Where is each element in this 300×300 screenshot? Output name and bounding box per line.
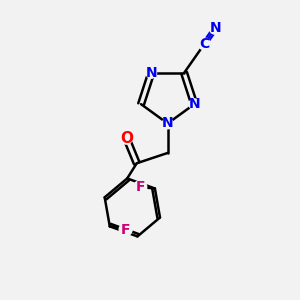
- Text: N: N: [188, 97, 200, 111]
- Circle shape: [134, 181, 147, 194]
- Text: F: F: [136, 180, 145, 194]
- Circle shape: [162, 118, 173, 129]
- Text: O: O: [120, 131, 133, 146]
- Text: C: C: [199, 37, 209, 51]
- Circle shape: [209, 22, 221, 34]
- Text: N: N: [146, 66, 157, 80]
- Circle shape: [119, 223, 132, 236]
- Text: N: N: [209, 21, 221, 35]
- Circle shape: [199, 38, 210, 50]
- Text: F: F: [121, 223, 130, 236]
- Circle shape: [121, 132, 132, 144]
- Circle shape: [189, 99, 200, 110]
- Text: N: N: [162, 116, 173, 130]
- Circle shape: [146, 68, 157, 78]
